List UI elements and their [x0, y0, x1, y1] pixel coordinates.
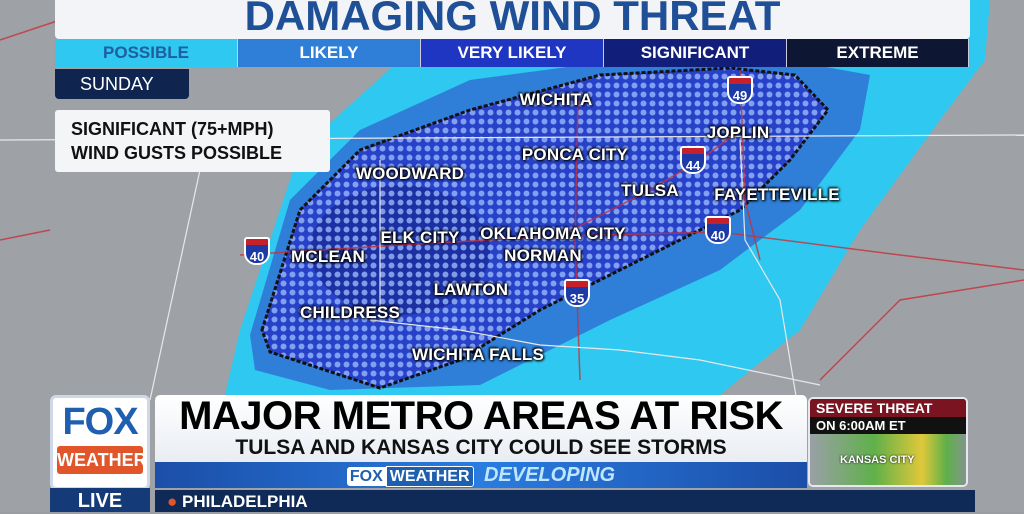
city-label: FAYETTEVILLE: [714, 185, 840, 204]
headline-box: MAJOR METRO AREAS AT RISK TULSA AND KANS…: [155, 395, 807, 463]
interstate-shield-icon: 49: [727, 76, 753, 104]
thumb-time: ON 6:00AM ET: [810, 417, 966, 434]
brand-weather: WEATHER: [385, 466, 474, 487]
headline: MAJOR METRO AREAS AT RISK: [179, 394, 783, 438]
city-label: WICHITA: [519, 90, 593, 109]
city-label: CHILDRESS: [299, 303, 401, 322]
city-label: TULSA: [621, 181, 679, 200]
note-box: SIGNIFICANT (75+MPH) WIND GUSTS POSSIBLE: [55, 110, 330, 172]
city-label: OKLAHOMA CITY: [480, 224, 626, 243]
legend-extreme: EXTREME: [787, 39, 969, 67]
city-label: NORMAN: [504, 246, 582, 265]
live-badge: LIVE: [50, 488, 150, 512]
legend-label: LIKELY: [299, 43, 359, 62]
city-label: WICHITA FALLS: [412, 345, 544, 364]
legend-label: SIGNIFICANT: [640, 43, 750, 62]
legend-possible: POSSIBLE: [55, 39, 238, 67]
legend-very-likely: VERY LIKELY: [421, 39, 604, 67]
city-label: ELK CITY: [380, 228, 460, 247]
day-label: SUNDAY: [55, 69, 189, 99]
legend-likely: LIKELY: [238, 39, 421, 67]
legend-label: VERY LIKELY: [457, 43, 567, 62]
map-title: DAMAGING WIND THREAT: [55, 0, 970, 39]
interstate-shield-icon: 40: [244, 237, 270, 265]
logo-weather: WEATHER: [57, 446, 147, 474]
developing-label: DEVELOPING: [483, 464, 616, 486]
city-label: MCLEAN: [291, 247, 365, 266]
subhead: TULSA AND KANSAS CITY COULD SEE STORMS: [235, 436, 727, 459]
city-label: WOODWARD: [355, 164, 465, 183]
location-label: PHILADELPHIA: [182, 492, 308, 511]
logo-fox: FOX: [62, 401, 138, 443]
legend-significant: SIGNIFICANT: [604, 39, 787, 67]
note-line: SIGNIFICANT (75+MPH): [71, 119, 274, 139]
interstate-shield-icon: 35: [564, 279, 590, 307]
severe-threat-thumbnail[interactable]: SEVERE THREAT ON 6:00AM ET KANSAS CITY: [808, 397, 968, 487]
roads: [0, 19, 1024, 381]
legend-label: POSSIBLE: [103, 43, 189, 62]
city-label: JOPLIN: [706, 123, 770, 142]
city-label: LAWTON: [433, 280, 509, 299]
location-bar: ● PHILADELPHIA: [155, 490, 975, 512]
fox-weather-logo: FOX WEATHER: [50, 395, 150, 490]
note-line: WIND GUSTS POSSIBLE: [71, 143, 283, 163]
radar-image: [810, 434, 966, 485]
brand-fox: FOX: [346, 467, 386, 486]
interstate-shield-icon: 40: [705, 216, 731, 244]
developing-bar: FOX WEATHER DEVELOPING: [155, 462, 807, 488]
interstate-shield-icon: 44: [680, 146, 706, 174]
thumb-title: SEVERE THREAT: [810, 399, 966, 417]
legend-label: EXTREME: [836, 43, 919, 62]
city-label: PONCA CITY: [521, 145, 629, 164]
thumb-city: KANSAS CITY: [840, 454, 915, 466]
location-pin-icon: ●: [167, 492, 178, 511]
